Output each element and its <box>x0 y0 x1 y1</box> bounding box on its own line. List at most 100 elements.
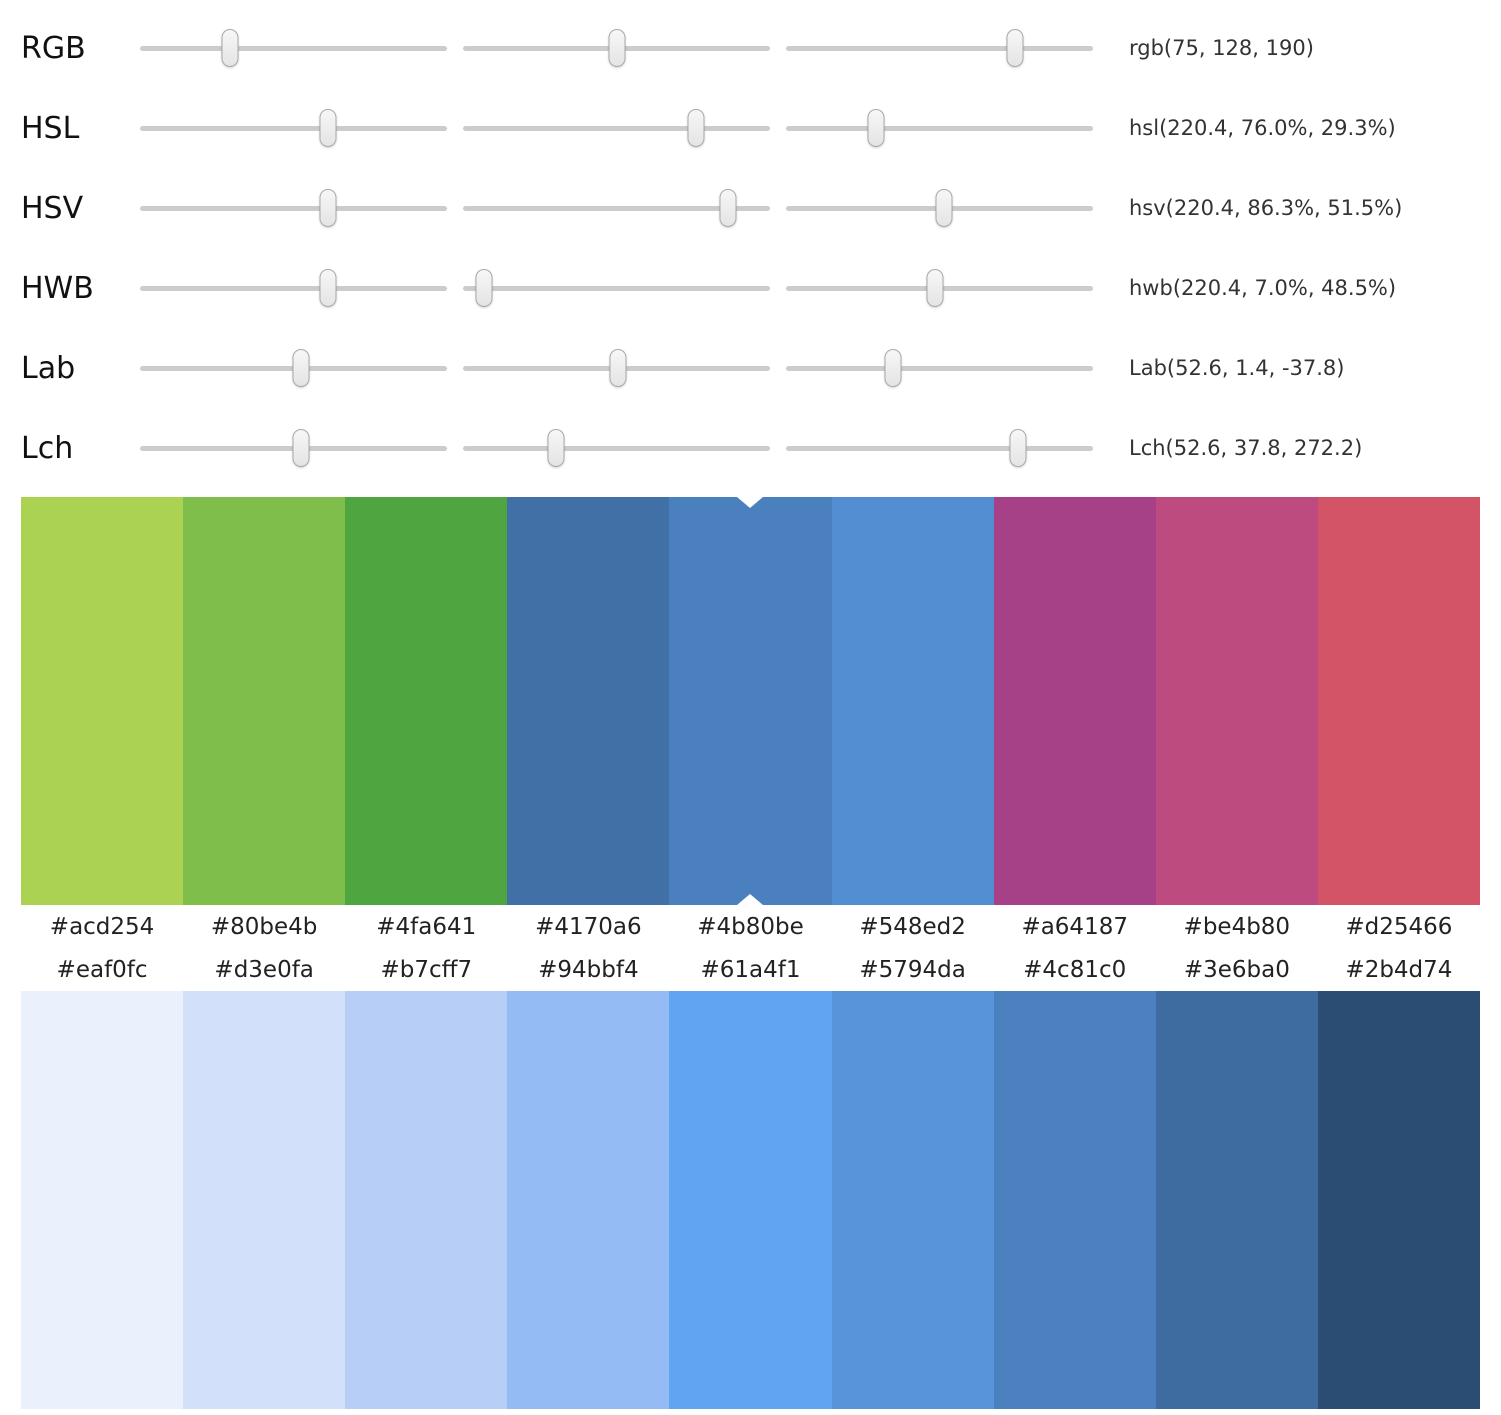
color-value-text: Lab(52.6, 1.4, -37.8) <box>1129 356 1345 380</box>
color-swatch[interactable] <box>345 991 508 1409</box>
hex-code-label: #a64187 <box>1021 913 1128 940</box>
slider-lab-channel-1[interactable] <box>463 345 770 391</box>
color-swatch[interactable] <box>21 497 184 905</box>
color-swatch[interactable] <box>993 497 1156 905</box>
slider-thumb[interactable] <box>1006 29 1024 67</box>
hex-code-label: #94bbf4 <box>538 956 639 983</box>
color-swatch[interactable] <box>669 991 832 1409</box>
slider-thumb[interactable] <box>884 349 902 387</box>
slider-thumb[interactable] <box>926 269 944 307</box>
slider-thumb[interactable] <box>719 189 737 227</box>
slider-lch-channel-2[interactable] <box>786 425 1093 471</box>
color-value-text: hsv(220.4, 86.3%, 51.5%) <box>1129 196 1403 220</box>
slider-track[interactable] <box>786 365 1093 371</box>
slider-hwb-channel-0[interactable] <box>140 265 447 311</box>
hex-code-label: #3e6ba0 <box>1183 956 1290 983</box>
slider-row-rgb: RGB rgb(75, 128, 190) <box>0 8 1501 88</box>
slider-hsv-channel-2[interactable] <box>786 185 1093 231</box>
lightness-palette <box>21 991 1480 1409</box>
slider-thumb[interactable] <box>319 269 337 307</box>
slider-thumb[interactable] <box>292 349 310 387</box>
slider-track[interactable] <box>786 445 1093 451</box>
slider-thumb[interactable] <box>221 29 239 67</box>
hex-code-label: #d25466 <box>1345 913 1453 940</box>
color-swatch[interactable] <box>993 991 1156 1409</box>
hex-code-label: #be4b80 <box>1183 913 1291 940</box>
slider-hsl-channel-0[interactable] <box>140 105 447 151</box>
slider-thumb[interactable] <box>547 429 565 467</box>
slider-hsv-channel-1[interactable] <box>463 185 770 231</box>
slider-row-hsl: HSL hsl(220.4, 76.0%, 29.3%) <box>0 88 1501 168</box>
colorspace-label: Lab <box>21 350 76 386</box>
slider-lch-channel-0[interactable] <box>140 425 447 471</box>
colorspace-label: RGB <box>21 30 86 66</box>
color-swatch[interactable] <box>831 991 994 1409</box>
color-swatch[interactable] <box>21 991 184 1409</box>
color-swatch[interactable] <box>183 497 346 905</box>
slider-hsl-channel-2[interactable] <box>786 105 1093 151</box>
slider-row-hwb: HWB hwb(220.4, 7.0%, 48.5%) <box>0 248 1501 328</box>
hex-code-label: #d3e0fa <box>214 956 314 983</box>
color-swatch[interactable] <box>831 497 994 905</box>
slider-track[interactable] <box>786 125 1093 131</box>
slider-thumb[interactable] <box>608 29 626 67</box>
slider-hwb-channel-2[interactable] <box>786 265 1093 311</box>
slider-track[interactable] <box>140 205 447 211</box>
hue-palette-hex-row: #acd254 #80be4b #4fa641 #4170a6 #4b80be #548e… <box>21 905 1480 948</box>
slider-thumb[interactable] <box>319 109 337 147</box>
color-swatch[interactable] <box>183 991 346 1409</box>
hex-code-label: #eaf0fc <box>56 956 148 983</box>
slider-track[interactable] <box>140 45 447 51</box>
color-value-text: rgb(75, 128, 190) <box>1129 36 1314 60</box>
slider-track[interactable] <box>463 285 770 291</box>
slider-hsv-channel-0[interactable] <box>140 185 447 231</box>
slider-row-lch: Lch Lch(52.6, 37.8, 272.2) <box>0 408 1501 488</box>
color-swatch[interactable] <box>1317 497 1480 905</box>
slider-track[interactable] <box>463 125 770 131</box>
color-swatch[interactable] <box>507 497 670 905</box>
slider-thumb[interactable] <box>609 349 627 387</box>
slider-track[interactable] <box>140 125 447 131</box>
slider-rgb-channel-2[interactable] <box>786 25 1093 71</box>
slider-thumb[interactable] <box>475 269 493 307</box>
color-value-text: Lch(52.6, 37.8, 272.2) <box>1129 436 1363 460</box>
slider-thumb[interactable] <box>867 109 885 147</box>
hex-code-label: #80be4b <box>210 913 318 940</box>
slider-lab-channel-2[interactable] <box>786 345 1093 391</box>
slider-row-hsv: HSV hsv(220.4, 86.3%, 51.5%) <box>0 168 1501 248</box>
color-swatch[interactable] <box>345 497 508 905</box>
color-value-text: hsl(220.4, 76.0%, 29.3%) <box>1129 116 1396 140</box>
slider-lch-channel-1[interactable] <box>463 425 770 471</box>
color-swatch[interactable] <box>507 991 670 1409</box>
hex-code-label: #acd254 <box>49 913 155 940</box>
slider-track[interactable] <box>786 45 1093 51</box>
slider-track[interactable] <box>463 205 770 211</box>
slider-section: RGB rgb(75, 128, 190) HSL hsl(220.4, 76.0%,… <box>0 0 1501 488</box>
slider-rgb-channel-1[interactable] <box>463 25 770 71</box>
hex-code-label: #61a4f1 <box>700 956 801 983</box>
color-swatch[interactable] <box>669 497 832 905</box>
hex-code-label: #4b80be <box>697 913 804 940</box>
hex-code-label: #4c81c0 <box>1023 956 1127 983</box>
slider-track[interactable] <box>140 285 447 291</box>
hex-code-label: #4170a6 <box>535 913 642 940</box>
hex-code-label: #b7cff7 <box>380 956 473 983</box>
slider-thumb[interactable] <box>687 109 705 147</box>
slider-rgb-channel-0[interactable] <box>140 25 447 71</box>
hex-code-label: #548ed2 <box>859 913 966 940</box>
slider-thumb[interactable] <box>935 189 953 227</box>
hex-code-label: #4fa641 <box>376 913 477 940</box>
slider-lab-channel-0[interactable] <box>140 345 447 391</box>
slider-hsl-channel-1[interactable] <box>463 105 770 151</box>
hue-palette <box>21 497 1480 905</box>
slider-thumb[interactable] <box>292 429 310 467</box>
color-swatch[interactable] <box>1155 991 1318 1409</box>
lightness-palette-hex-row: #eaf0fc #d3e0fa #b7cff7 #94bbf4 #61a4f1 #5794… <box>21 948 1480 991</box>
slider-thumb[interactable] <box>1009 429 1027 467</box>
slider-hwb-channel-1[interactable] <box>463 265 770 311</box>
color-swatch[interactable] <box>1155 497 1318 905</box>
hex-code-label: #2b4d74 <box>1345 956 1453 983</box>
slider-track[interactable] <box>463 445 770 451</box>
color-swatch[interactable] <box>1317 991 1480 1409</box>
slider-thumb[interactable] <box>319 189 337 227</box>
